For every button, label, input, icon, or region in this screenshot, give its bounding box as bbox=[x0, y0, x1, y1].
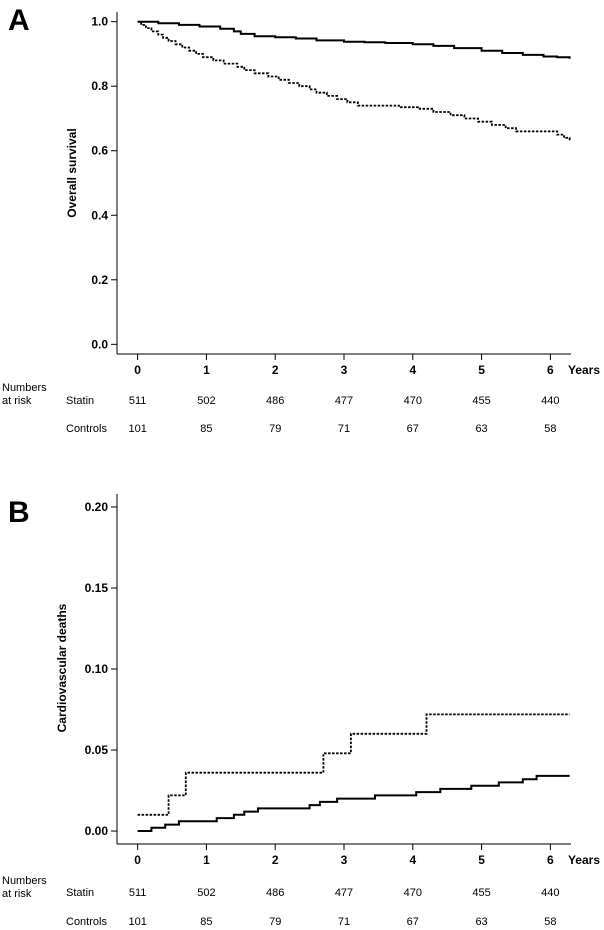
x-tick-label: 1 bbox=[203, 363, 210, 377]
y-tick-label: 0.6 bbox=[91, 144, 108, 158]
x-tick-label: 4 bbox=[409, 363, 416, 377]
risk-value: 511 bbox=[129, 887, 147, 899]
risk-value: 455 bbox=[472, 887, 490, 899]
y-tick-label: 0.15 bbox=[85, 581, 109, 595]
x-axis-title: Years bbox=[568, 363, 600, 377]
risk-value: 470 bbox=[404, 395, 422, 407]
risk-value: 101 bbox=[128, 916, 146, 928]
risk-value: 85 bbox=[200, 916, 212, 928]
risk-value: 63 bbox=[475, 916, 487, 928]
risk-row-label: Controls bbox=[66, 423, 107, 435]
risk-value: 511 bbox=[129, 395, 147, 407]
x-tick-label: 4 bbox=[409, 853, 416, 867]
series-line-statin bbox=[137, 20, 571, 59]
series-line-controls bbox=[137, 20, 571, 142]
risk-value: 440 bbox=[541, 395, 559, 407]
risk-value: 67 bbox=[407, 423, 419, 435]
risk-title-line2: at risk bbox=[2, 395, 32, 407]
series-line-controls bbox=[137, 713, 570, 816]
x-tick-label: 3 bbox=[341, 853, 348, 867]
risk-value: 101 bbox=[128, 423, 146, 435]
y-tick-label: 0.10 bbox=[85, 662, 109, 676]
y-tick-label: 0.05 bbox=[85, 743, 109, 757]
risk-row-label: Controls bbox=[66, 916, 107, 928]
y-tick-label: 0.2 bbox=[91, 273, 108, 287]
risk-value: 486 bbox=[266, 887, 284, 899]
y-axis-title: Cardiovascular deaths bbox=[55, 603, 69, 732]
risk-row-label: Statin bbox=[66, 887, 94, 899]
risk-value: 79 bbox=[269, 916, 281, 928]
x-tick-label: 6 bbox=[547, 853, 554, 867]
risk-value: 455 bbox=[472, 395, 490, 407]
risk-value: 71 bbox=[338, 423, 350, 435]
x-tick-label: 2 bbox=[272, 363, 279, 377]
x-tick-label: 5 bbox=[478, 853, 485, 867]
series-line-statin bbox=[137, 774, 570, 832]
x-tick-label: 0 bbox=[134, 853, 141, 867]
risk-value: 477 bbox=[335, 887, 353, 899]
y-tick-label: 0.0 bbox=[91, 337, 108, 351]
x-tick-label: 2 bbox=[272, 853, 279, 867]
panel-label: B bbox=[8, 496, 30, 529]
risk-row-label: Statin bbox=[66, 395, 94, 407]
risk-value: 470 bbox=[404, 887, 422, 899]
risk-value: 67 bbox=[407, 916, 419, 928]
risk-value: 486 bbox=[266, 395, 284, 407]
risk-value: 440 bbox=[541, 887, 559, 899]
risk-title-line1: Numbers bbox=[2, 875, 47, 887]
panel-label: A bbox=[8, 4, 30, 37]
x-tick-label: 6 bbox=[547, 363, 554, 377]
risk-value: 79 bbox=[269, 423, 281, 435]
y-tick-label: 0.4 bbox=[91, 208, 108, 222]
risk-value: 502 bbox=[197, 887, 215, 899]
risk-value: 502 bbox=[197, 395, 215, 407]
risk-title-line2: at risk bbox=[2, 888, 32, 900]
risk-value: 63 bbox=[475, 423, 487, 435]
y-tick-label: 0.20 bbox=[85, 500, 109, 514]
y-tick-label: 0.00 bbox=[85, 824, 109, 838]
x-tick-label: 1 bbox=[203, 853, 210, 867]
risk-value: 58 bbox=[544, 916, 556, 928]
risk-value: 477 bbox=[335, 395, 353, 407]
x-tick-label: 3 bbox=[341, 363, 348, 377]
risk-value: 58 bbox=[544, 423, 556, 435]
risk-value: 71 bbox=[338, 916, 350, 928]
x-tick-label: 5 bbox=[478, 363, 485, 377]
risk-title-line1: Numbers bbox=[2, 382, 47, 394]
y-tick-label: 0.8 bbox=[91, 79, 108, 93]
x-tick-label: 0 bbox=[134, 363, 141, 377]
x-axis-title: Years bbox=[568, 853, 600, 867]
y-axis-title: Overall survival bbox=[65, 128, 79, 217]
y-tick-label: 1.0 bbox=[91, 15, 108, 29]
risk-value: 85 bbox=[200, 423, 212, 435]
